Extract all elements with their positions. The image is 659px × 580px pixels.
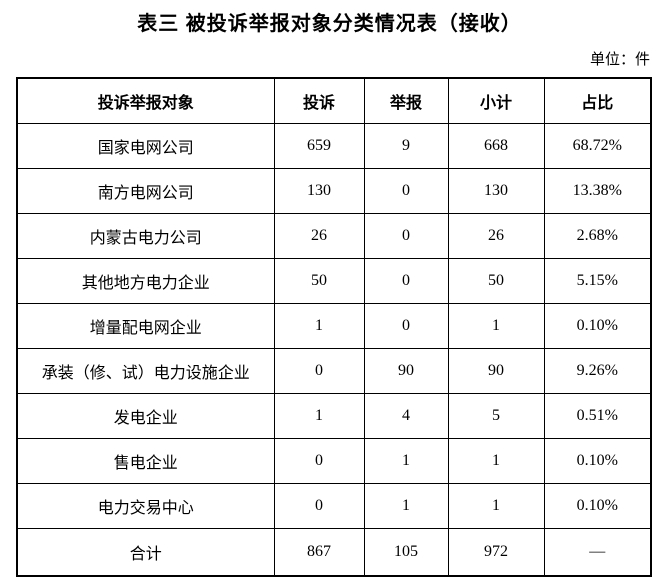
cell-complaints: 26 [273,213,365,259]
table-title: 表三 被投诉举报对象分类情况表（接收） [137,13,522,35]
cell-reports: 1 [363,483,449,529]
cell-share: 0.10% [543,438,652,484]
cell-subtotal: 5 [447,393,545,439]
table-row: 承装（修、试）电力设施企业 0 90 90 9.26% [16,348,652,394]
cell-complaints: 0 [273,438,365,484]
cell-share: 68.72% [543,123,652,169]
table-row: 增量配电网企业 1 0 1 0.10% [16,303,652,349]
table-row: 南方电网公司 130 0 130 13.38% [16,168,652,214]
table-row: 内蒙古电力公司 26 0 26 2.68% [16,213,652,259]
cell-subtotal: 668 [447,123,545,169]
cell-complaints: 1 [273,393,365,439]
cell-reports: 0 [363,258,449,304]
cell-share: 0.10% [543,303,652,349]
table-row: 电力交易中心 0 1 1 0.10% [16,483,652,529]
cell-subtotal: 1 [447,303,545,349]
cell-share: 9.26% [543,348,652,394]
cell-subtotal: 1 [447,438,545,484]
cell-complaints: 130 [273,168,365,214]
column-header-share: 占比 [543,77,652,124]
table-row: 国家电网公司 659 9 668 68.72% [16,123,652,169]
cell-complaints: 0 [273,348,365,394]
cell-complaints: 867 [273,528,365,577]
column-header-object: 投诉举报对象 [16,77,275,124]
total-row: 合计 867 105 972 — [16,528,652,577]
cell-object: 发电企业 [16,393,275,439]
cell-reports: 0 [363,303,449,349]
cell-share: 0.10% [543,483,652,529]
cell-subtotal: 972 [447,528,545,577]
cell-reports: 1 [363,438,449,484]
cell-object: 增量配电网企业 [16,303,275,349]
cell-object: 其他地方电力企业 [16,258,275,304]
column-header-reports: 举报 [363,77,449,124]
cell-reports: 105 [363,528,449,577]
cell-reports: 4 [363,393,449,439]
cell-object: 电力交易中心 [16,483,275,529]
complaints-table: 投诉举报对象 投诉 举报 小计 占比 国家电网公司 659 9 668 68.7… [16,77,652,577]
cell-subtotal: 26 [447,213,545,259]
cell-subtotal: 50 [447,258,545,304]
table-row: 售电企业 0 1 1 0.10% [16,438,652,484]
cell-object: 国家电网公司 [16,123,275,169]
cell-subtotal: 130 [447,168,545,214]
cell-object: 内蒙古电力公司 [16,213,275,259]
cell-complaints: 50 [273,258,365,304]
cell-reports: 0 [363,168,449,214]
cell-complaints: 0 [273,483,365,529]
cell-complaints: 1 [273,303,365,349]
header-row: 投诉举报对象 投诉 举报 小计 占比 [16,77,652,124]
cell-object: 合计 [16,528,275,577]
cell-reports: 9 [363,123,449,169]
table-row: 其他地方电力企业 50 0 50 5.15% [16,258,652,304]
cell-object: 售电企业 [16,438,275,484]
table-row: 发电企业 1 4 5 0.51% [16,393,652,439]
unit-label: 单位：件 [589,52,650,68]
cell-share: 5.15% [543,258,652,304]
cell-reports: 90 [363,348,449,394]
cell-subtotal: 1 [447,483,545,529]
column-header-complaints: 投诉 [273,77,365,124]
column-header-subtotal: 小计 [447,77,545,124]
cell-subtotal: 90 [447,348,545,394]
cell-complaints: 659 [273,123,365,169]
cell-share: — [543,528,652,577]
cell-share: 13.38% [543,168,652,214]
cell-share: 0.51% [543,393,652,439]
cell-object: 承装（修、试）电力设施企业 [16,348,275,394]
cell-share: 2.68% [543,213,652,259]
cell-reports: 0 [363,213,449,259]
cell-object: 南方电网公司 [16,168,275,214]
